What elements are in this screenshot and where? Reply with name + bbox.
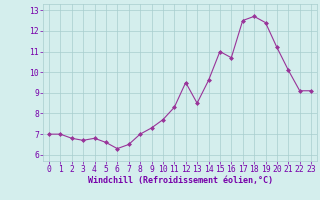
X-axis label: Windchill (Refroidissement éolien,°C): Windchill (Refroidissement éolien,°C) [87, 176, 273, 185]
